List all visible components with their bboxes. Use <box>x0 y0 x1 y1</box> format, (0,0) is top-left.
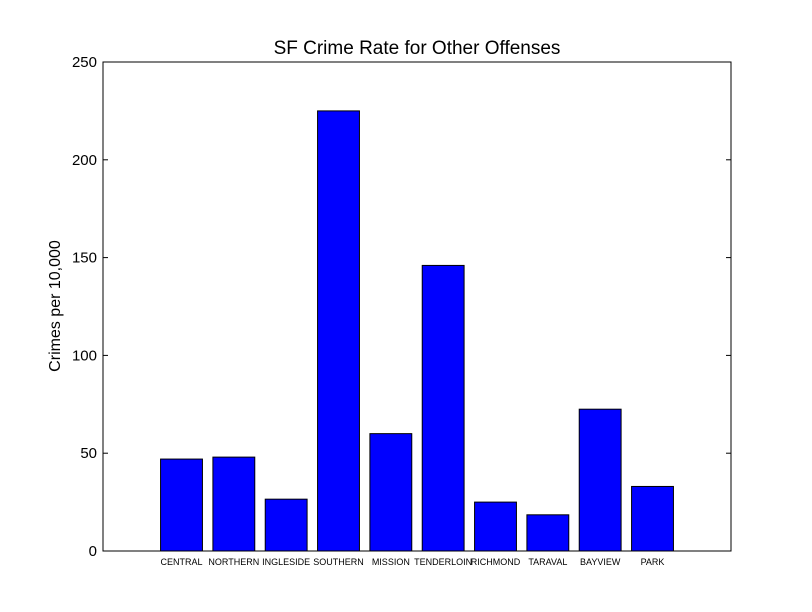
y-ticks-group: 0 50 100 150 200 250 <box>72 54 731 560</box>
y-axis-label: Crimes per 10,000 <box>47 240 64 372</box>
bar-taraval <box>526 514 570 552</box>
bar-richmond <box>474 501 517 552</box>
y-tick-label: 200 <box>72 152 97 169</box>
x-tick-label: PARK <box>641 557 665 567</box>
bar-park <box>631 485 674 552</box>
y-tick-label: 100 <box>72 347 97 364</box>
x-tick-label: MISSION <box>372 557 410 567</box>
x-tick-label: INGLESIDE <box>262 557 310 567</box>
x-tick-label: CENTRAL <box>160 557 202 567</box>
bar-central <box>160 458 203 552</box>
bar-northern <box>212 456 256 552</box>
plot-frame <box>102 61 732 552</box>
x-ticks-group: CENTRAL NORTHERN INGLESIDE SOUTHERN MISSION T… <box>160 557 664 567</box>
bar-tenderloin <box>421 264 465 552</box>
x-tick-label: SOUTHERN <box>313 557 364 567</box>
bar-bayview <box>578 408 622 552</box>
x-tick-label: BAYVIEW <box>580 557 621 567</box>
y-tick-label: 250 <box>72 54 97 71</box>
y-tick-label: 50 <box>80 445 97 462</box>
bar-ingleside <box>264 498 308 552</box>
y-tick-label: 0 <box>89 543 97 560</box>
x-tick-label: TARAVAL <box>528 557 567 567</box>
bar-southern <box>317 110 360 552</box>
x-tick-label: RICHMOND <box>471 557 521 567</box>
x-tick-label: TENDERLOIN <box>414 557 472 567</box>
y-tick-label: 150 <box>72 250 97 267</box>
chart-title: SF Crime Rate for Other Offenses <box>274 38 561 59</box>
bars-group <box>160 110 674 552</box>
bar-mission <box>369 433 413 552</box>
x-tick-label: NORTHERN <box>208 557 259 567</box>
